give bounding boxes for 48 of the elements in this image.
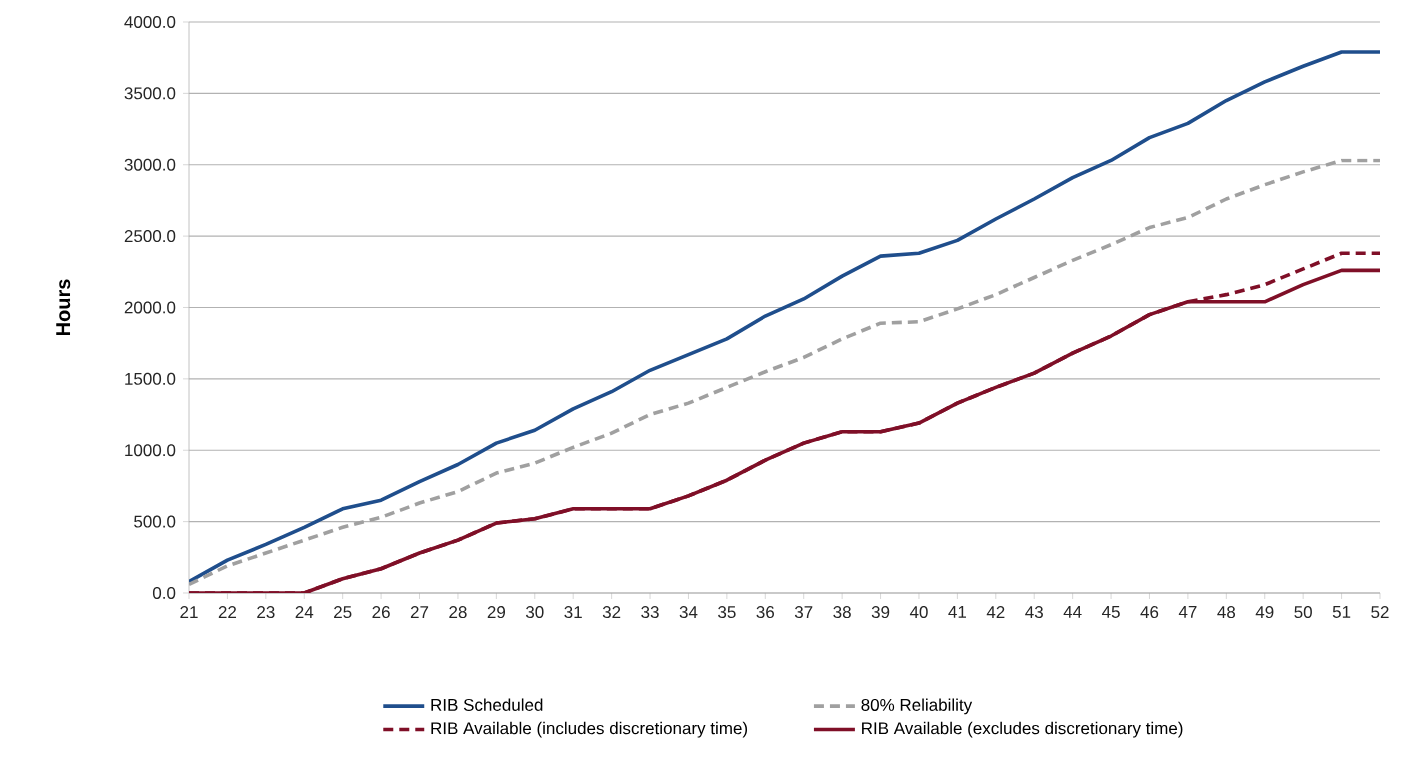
y-tick-label: 2500.0: [124, 230, 176, 243]
x-tick-label: 28: [449, 606, 467, 619]
x-tick-label: 47: [1178, 606, 1197, 618]
x-tick-label: 25: [334, 606, 352, 619]
x-tick-label: 33: [641, 606, 659, 619]
x-tick-label: 40: [909, 606, 928, 619]
x-tick-label: 44: [1063, 606, 1082, 618]
line-series: [189, 158, 1380, 587]
x-tick-label: 27: [410, 606, 429, 618]
y-tick-label: 3500.0: [124, 87, 176, 100]
y-tick-label: 1000.0: [125, 444, 176, 457]
x-tick-label: 49: [1255, 606, 1274, 619]
x-tick-label: 34: [679, 606, 698, 619]
x-tick-label: 43: [1025, 606, 1043, 619]
x-tick-label: 35: [718, 606, 736, 619]
line-series: [189, 50, 1380, 584]
y-axis-title: Hours: [56, 279, 71, 336]
x-tick-label: 48: [1217, 606, 1236, 619]
legend-label: RIB Available (excludes discretionary time): [862, 721, 1183, 738]
x-tick-label: 31: [564, 606, 582, 619]
x-tick-label: 22: [218, 606, 237, 618]
x-tick-label: 51: [1332, 606, 1351, 618]
x-tick-label: 39: [871, 606, 890, 619]
x-tick-label: 50: [1294, 606, 1312, 619]
legend-label: 80% Reliability: [861, 698, 973, 715]
x-tick-label: 42: [986, 606, 1005, 618]
x-tick-label: 36: [756, 606, 775, 619]
x-tick-label: 21: [180, 606, 198, 618]
x-tick-label: 26: [372, 606, 390, 619]
x-tick-label: 38: [833, 606, 851, 619]
y-tick-label: 3000.0: [124, 158, 176, 171]
x-tick-label: 32: [602, 606, 621, 619]
y-tick-label: 0.0: [152, 586, 176, 599]
x-tick-label: 52: [1371, 606, 1389, 619]
legend-label: RIB Scheduled: [431, 698, 543, 711]
x-tick-label: 37: [794, 606, 813, 619]
legend-label: RIB Available (includes discretionary time): [431, 721, 748, 738]
y-tick-label: 4000.0: [124, 15, 176, 28]
x-tick-label: 29: [487, 606, 506, 619]
y-tick-label: 500.0: [134, 515, 176, 528]
x-tick-label: 41: [948, 606, 967, 618]
x-tick-label: 23: [257, 606, 275, 619]
y-tick-label: 1500.0: [125, 372, 176, 385]
x-tick-label: 24: [295, 606, 314, 618]
x-tick-label: 45: [1101, 606, 1120, 618]
y-tick-label: 2000.0: [124, 301, 176, 314]
x-tick-label: 30: [525, 606, 544, 619]
x-tick-label: 46: [1140, 606, 1159, 619]
